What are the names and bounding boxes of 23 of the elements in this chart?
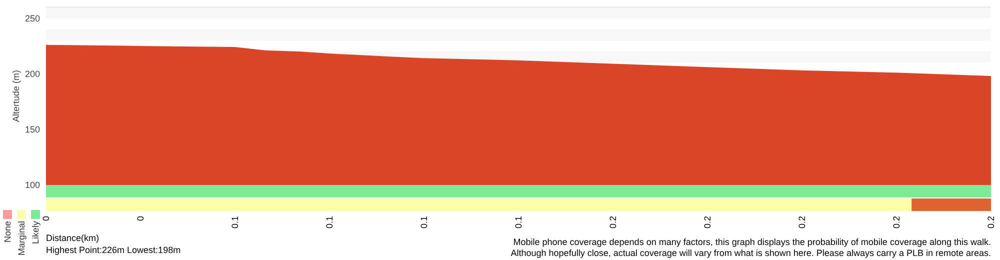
x-tick-label: 0.1 <box>419 216 430 229</box>
x-tick-label: 0.2 <box>797 216 808 229</box>
x-tick-label: 0.2 <box>608 216 618 229</box>
legend-label: None <box>2 221 13 243</box>
text: Although hopefully close, actual coverage will vary from what is shown here. Please always carry a PLB in remote areas. <box>510 248 991 258</box>
y-axis-title: Altertude (m) <box>11 70 21 122</box>
y-tick-label: 100 <box>24 180 40 190</box>
y-tick-label: 200 <box>24 68 40 79</box>
text: Highest Point:226m Lowest:198m <box>46 245 181 255</box>
y-tick-label: 150 <box>24 124 40 135</box>
x-tick-label: 0.1 <box>514 216 524 229</box>
x-tick-label: 0.2 <box>892 216 902 229</box>
y-tick-label: 250 <box>24 13 40 24</box>
x-tick-label: 0.2 <box>702 216 713 229</box>
x-tick-label: 0.1 <box>324 216 335 229</box>
x-tick-label: 0 <box>136 216 146 222</box>
x-tick-label: 0 <box>41 216 52 222</box>
text: Mobile phone coverage depends on many factors, this graph displays the probability of mobile coverage along this walk. <box>513 237 991 247</box>
x-axis-title: Distance(km) <box>46 233 100 243</box>
legend-label: Marginal <box>16 221 27 256</box>
legend-label: Likely <box>30 220 41 244</box>
x-tick-label: 0.1 <box>230 216 240 229</box>
x-tick-label: 0.2 <box>986 216 996 229</box>
